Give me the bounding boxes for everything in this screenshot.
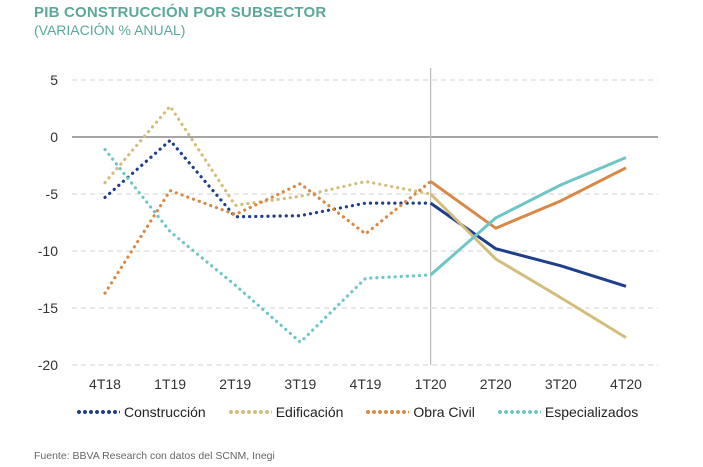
x-tick-label: 2T20: [480, 376, 512, 392]
y-tick-label: -15: [38, 300, 58, 316]
source-note: Fuente: BBVA Research con datos del SCNM…: [34, 450, 275, 462]
y-tick-label: 0: [50, 129, 58, 145]
legend-item: Especializados: [496, 404, 639, 420]
legend-label: Obra Civil: [413, 404, 475, 420]
x-tick-label: 4T20: [610, 376, 642, 392]
series-line-forecast: [429, 156, 627, 277]
legend-label: Construcción: [124, 404, 206, 420]
series-line-historical: [103, 147, 433, 344]
legend-item: Obra Civil: [365, 404, 475, 420]
x-tick-label: 1T20: [415, 376, 447, 392]
y-tick-label: -20: [38, 357, 58, 373]
legend-swatch: [76, 410, 120, 414]
series-line-historical: [103, 138, 433, 219]
legend-swatch: [365, 410, 410, 414]
x-tick-label: 4T18: [89, 376, 121, 392]
legend-label: Especializados: [544, 404, 639, 420]
legend-label: Edificación: [275, 404, 344, 420]
series-line-historical: [103, 179, 433, 295]
series-line-forecast: [429, 192, 627, 339]
chart-title: PIB CONSTRUCCIÓN POR SUBSECTOR: [34, 4, 327, 21]
series-line-forecast: [429, 166, 627, 230]
x-tick-label: 2T19: [219, 376, 251, 392]
legend-item: Construcción: [76, 404, 206, 420]
legend-swatch: [496, 410, 541, 414]
chart-legend: Construcción Edificación Obra Civil Especia…: [76, 404, 660, 420]
legend-swatch: [227, 410, 272, 414]
chart-subtitle: (VARIACIÓN % ANUAL): [34, 22, 186, 38]
x-tick-label: 1T19: [154, 376, 186, 392]
line-chart: 5 0 -5 -10 -15 -20 4T18 1T19 2T19 3T19 4T19 1T20 2T2…: [38, 68, 658, 392]
series-line-historical: [103, 104, 433, 207]
x-tick-label: 3T20: [545, 376, 577, 392]
y-tick-label: -10: [38, 243, 58, 259]
x-tick-label: 4T19: [350, 376, 382, 392]
y-tick-label: -5: [46, 186, 59, 202]
x-tick-label: 3T19: [284, 376, 316, 392]
legend-item: Edificación: [227, 404, 344, 420]
y-tick-label: 5: [50, 72, 58, 88]
